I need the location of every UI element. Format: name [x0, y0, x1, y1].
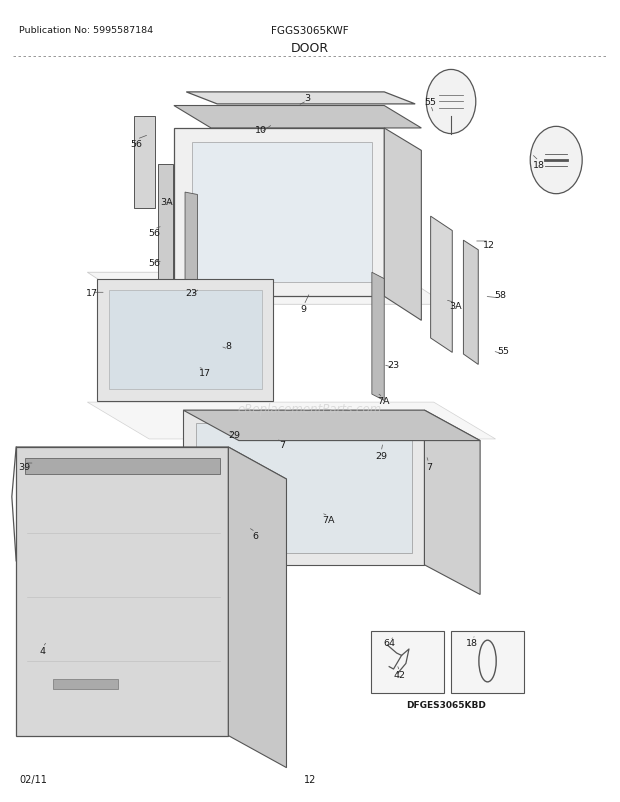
Text: 7: 7 [279, 440, 285, 450]
Polygon shape [53, 679, 118, 689]
Text: 8: 8 [225, 342, 231, 351]
Text: 56: 56 [148, 229, 160, 237]
Text: DFGES3065KBD: DFGES3065KBD [406, 700, 486, 709]
Polygon shape [425, 411, 480, 595]
Text: 18: 18 [466, 638, 478, 647]
Polygon shape [185, 192, 197, 313]
Text: 23: 23 [388, 360, 399, 370]
Text: 7A: 7A [377, 396, 389, 406]
Polygon shape [431, 217, 452, 353]
Text: 55: 55 [497, 347, 509, 356]
Text: DOOR: DOOR [291, 43, 329, 55]
Polygon shape [97, 279, 273, 401]
Text: eReplacementParts.com: eReplacementParts.com [238, 403, 382, 415]
Text: 18: 18 [533, 160, 545, 169]
Text: 42: 42 [394, 670, 405, 679]
Text: 4: 4 [40, 646, 46, 655]
Text: 12: 12 [304, 774, 316, 784]
Polygon shape [16, 448, 228, 735]
Text: 58: 58 [495, 291, 507, 300]
Polygon shape [25, 459, 220, 475]
Polygon shape [186, 93, 415, 105]
Text: 64: 64 [383, 638, 395, 647]
Bar [451, 631, 524, 693]
Polygon shape [134, 117, 156, 209]
Text: 3A: 3A [449, 302, 462, 311]
Text: 29: 29 [229, 430, 241, 439]
Text: 12: 12 [484, 241, 495, 249]
Polygon shape [183, 411, 425, 565]
Bar [371, 631, 444, 693]
Text: 7: 7 [426, 462, 432, 471]
Text: 10: 10 [255, 126, 267, 135]
Text: 39: 39 [18, 462, 30, 471]
Text: 02/11: 02/11 [19, 774, 47, 784]
Polygon shape [16, 448, 286, 480]
Polygon shape [174, 107, 422, 129]
Text: 17: 17 [86, 289, 98, 298]
Text: 3A: 3A [160, 198, 173, 207]
Polygon shape [109, 290, 262, 390]
Circle shape [530, 128, 582, 194]
Polygon shape [192, 144, 372, 282]
Text: 7A: 7A [322, 515, 335, 524]
Text: 3: 3 [304, 94, 310, 103]
Polygon shape [159, 165, 172, 285]
Text: FGGS3065KWF: FGGS3065KWF [271, 26, 349, 36]
Polygon shape [384, 129, 422, 321]
Text: 56: 56 [131, 140, 143, 149]
Text: 6: 6 [252, 531, 259, 540]
Text: 23: 23 [185, 289, 197, 298]
Polygon shape [87, 403, 495, 439]
Text: 17: 17 [199, 368, 211, 378]
Polygon shape [174, 129, 384, 297]
Text: 56: 56 [148, 259, 160, 268]
Polygon shape [463, 241, 478, 365]
Polygon shape [372, 273, 384, 401]
Text: 9: 9 [301, 305, 307, 314]
Text: 55: 55 [425, 98, 436, 107]
Text: 29: 29 [375, 451, 387, 460]
Text: Publication No: 5995587184: Publication No: 5995587184 [19, 26, 153, 35]
Polygon shape [228, 448, 286, 768]
Polygon shape [183, 411, 480, 441]
Polygon shape [87, 273, 446, 305]
Circle shape [427, 71, 476, 135]
Polygon shape [195, 423, 412, 553]
